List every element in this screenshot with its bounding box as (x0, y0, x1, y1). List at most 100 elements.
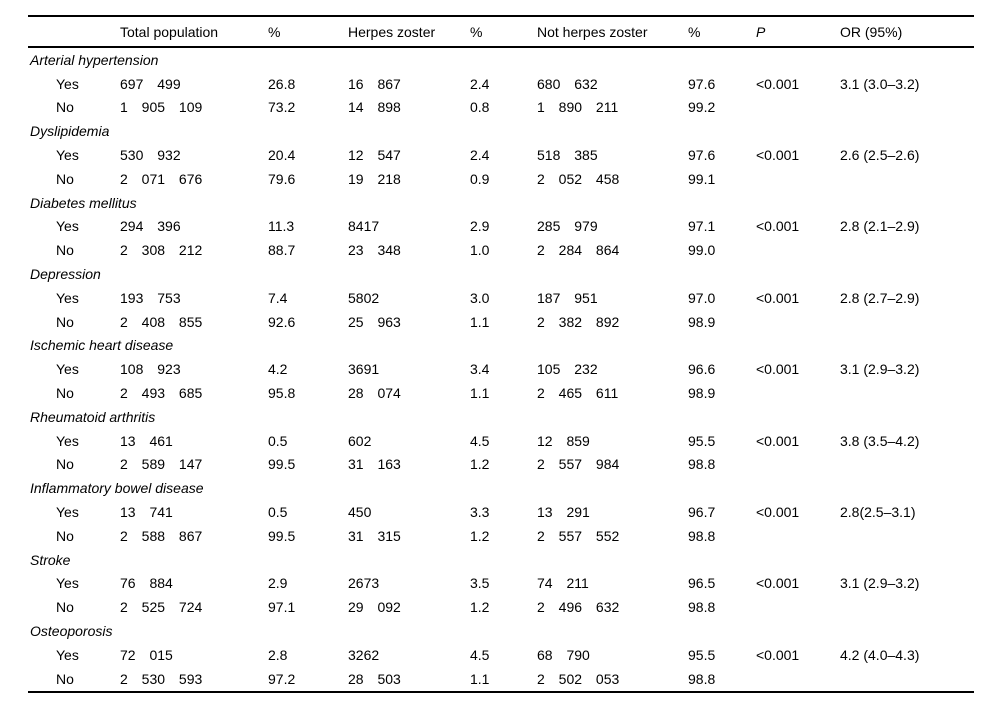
not-herpes-zoster-pct: 95.5 (688, 646, 716, 663)
total-population-count: 2 493 685 (120, 385, 203, 402)
data-row: No 2 493 685 95.8 28 074 1.1 2 465 611 98.9 (28, 381, 974, 405)
total-population-pct: 99.5 (268, 527, 296, 544)
total-population-pct: 7.4 (268, 289, 288, 306)
herpes-zoster-pct: 1.0 (470, 242, 490, 259)
total-population-pct: 26.8 (268, 75, 296, 92)
herpes-zoster-pct: 0.8 (470, 99, 490, 116)
condition-row-depression: Depression (28, 262, 974, 286)
not-herpes-zoster-pct: 99.2 (688, 99, 716, 116)
column-header-herpes-zoster: Herpes zoster (348, 23, 436, 40)
not-herpes-zoster-count: 1 890 211 (537, 99, 619, 116)
row-label: Yes (56, 147, 79, 164)
not-herpes-zoster-pct: 95.5 (688, 432, 716, 449)
total-population-count: 2 071 676 (120, 170, 203, 187)
condition-row-diabetes-mellitus: Diabetes mellitus (28, 191, 974, 215)
data-row: Yes 13 741 0.5 450 3.3 13 291 96.7 <0.001 2.8(2.… (28, 500, 974, 524)
p-value: <0.001 (756, 504, 800, 521)
odds-ratio: 4.2 (4.0–4.3) (840, 646, 920, 663)
total-population-pct: 2.9 (268, 575, 288, 592)
condition-label: Diabetes mellitus (30, 194, 137, 211)
condition-label: Ischemic heart disease (30, 337, 174, 354)
p-value (756, 310, 840, 334)
odds-ratio (840, 524, 974, 548)
not-herpes-zoster-pct: 97.6 (688, 147, 716, 164)
row-label: Yes (56, 75, 79, 92)
total-population-count: 13 461 (120, 432, 173, 449)
total-population-pct: 97.1 (268, 599, 296, 616)
herpes-zoster-count: 23 348 (348, 242, 401, 259)
p-value: <0.001 (756, 432, 800, 449)
not-herpes-zoster-count: 2 502 053 (537, 670, 620, 687)
data-row: Yes 193 753 7.4 5802 3.0 187 951 97.0 <0.001 2.8… (28, 286, 974, 310)
total-population-count: 72 015 (120, 646, 173, 663)
herpes-zoster-pct: 2.4 (470, 147, 490, 164)
total-population-pct: 4.2 (268, 361, 288, 378)
not-herpes-zoster-count: 187 951 (537, 289, 598, 306)
p-value (756, 524, 840, 548)
herpes-zoster-pct: 1.1 (470, 313, 490, 330)
herpes-zoster-count: 31 163 (348, 456, 401, 473)
p-value (756, 167, 840, 191)
table-body: Arterial hypertension Yes 697 499 26.8 16 86… (28, 47, 974, 692)
row-label: No (56, 599, 74, 616)
column-header-%: % (268, 23, 281, 40)
comorbidity-table: Total population% Herpes zoster% Not herpe… (28, 15, 974, 693)
total-population-pct: 20.4 (268, 147, 296, 164)
row-label: Yes (56, 361, 79, 378)
row-label: Yes (56, 646, 79, 663)
row-label: No (56, 385, 74, 402)
herpes-zoster-count: 28 074 (348, 385, 401, 402)
row-label: No (56, 99, 74, 116)
column-header-or-95%: OR (95%) (840, 23, 903, 40)
condition-label: Rheumatoid arthritis (30, 408, 156, 425)
data-row: No 2 525 724 97.1 29 092 1.2 2 496 632 98.8 (28, 595, 974, 619)
herpes-zoster-count: 8417 (348, 218, 380, 235)
not-herpes-zoster-pct: 96.7 (688, 504, 716, 521)
row-label: Yes (56, 432, 79, 449)
herpes-zoster-count: 602 (348, 432, 372, 449)
herpes-zoster-pct: 2.9 (470, 218, 490, 235)
data-row: Yes 294 396 11.3 8417 2.9 285 979 97.1 <0.001 2.… (28, 215, 974, 239)
p-value: <0.001 (756, 646, 800, 663)
total-population-count: 2 530 593 (120, 670, 203, 687)
p-value (756, 667, 840, 692)
row-label: Yes (56, 575, 79, 592)
not-herpes-zoster-pct: 97.0 (688, 289, 716, 306)
total-population-pct: 11.3 (268, 218, 295, 235)
data-row: No 2 589 147 99.5 31 163 1.2 2 557 984 98.8 (28, 453, 974, 477)
not-herpes-zoster-pct: 97.1 (688, 218, 716, 235)
p-value: <0.001 (756, 218, 800, 235)
condition-row-inflammatory-bowel-disease: Inflammatory bowel disease (28, 476, 974, 500)
condition-row-ischemic-heart-disease: Ischemic heart disease (28, 334, 974, 358)
column-header-p: P (756, 23, 766, 40)
herpes-zoster-pct: 1.2 (470, 599, 490, 616)
odds-ratio (840, 96, 974, 120)
not-herpes-zoster-count: 2 557 552 (537, 527, 620, 544)
odds-ratio (840, 667, 974, 692)
row-label: No (56, 527, 74, 544)
total-population-count: 2 589 147 (120, 456, 203, 473)
total-population-pct: 73.2 (268, 99, 296, 116)
p-value (756, 381, 840, 405)
not-herpes-zoster-count: 680 632 (537, 75, 598, 92)
herpes-zoster-count: 3691 (348, 361, 380, 378)
not-herpes-zoster-count: 2 557 984 (537, 456, 620, 473)
total-population-count: 697 499 (120, 75, 181, 92)
total-population-count: 1 905 109 (120, 99, 203, 116)
column-header-total-population: Total population (120, 23, 219, 40)
not-herpes-zoster-count: 518 385 (537, 147, 598, 164)
herpes-zoster-pct: 1.1 (470, 670, 490, 687)
not-herpes-zoster-pct: 96.5 (688, 575, 716, 592)
herpes-zoster-count: 2673 (348, 575, 380, 592)
data-row: No 2 308 212 88.7 23 348 1.0 2 284 864 99.0 (28, 238, 974, 262)
row-label: No (56, 456, 74, 473)
not-herpes-zoster-pct: 99.0 (688, 242, 716, 259)
total-population-count: 2 408 855 (120, 313, 203, 330)
total-population-count: 2 525 724 (120, 599, 203, 616)
condition-label: Dyslipidemia (30, 123, 110, 140)
odds-ratio: 3.1 (2.9–3.2) (840, 575, 920, 592)
column-header-%: % (688, 23, 701, 40)
not-herpes-zoster-pct: 98.9 (688, 385, 716, 402)
row-label: No (56, 170, 74, 187)
herpes-zoster-count: 16 867 (348, 75, 401, 92)
